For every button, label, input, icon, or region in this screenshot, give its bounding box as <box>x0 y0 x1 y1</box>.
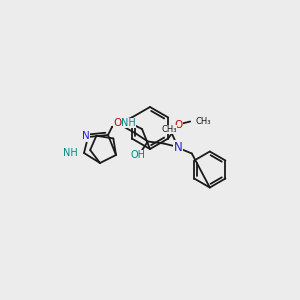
Text: CH₃: CH₃ <box>161 125 177 134</box>
Text: O: O <box>114 118 122 128</box>
Text: N: N <box>82 131 90 141</box>
Text: CH₃: CH₃ <box>195 117 211 126</box>
Text: NH: NH <box>63 148 78 158</box>
Text: NH: NH <box>121 118 135 128</box>
Text: O: O <box>174 119 182 130</box>
Text: OH: OH <box>130 151 145 160</box>
Text: N: N <box>173 141 182 154</box>
